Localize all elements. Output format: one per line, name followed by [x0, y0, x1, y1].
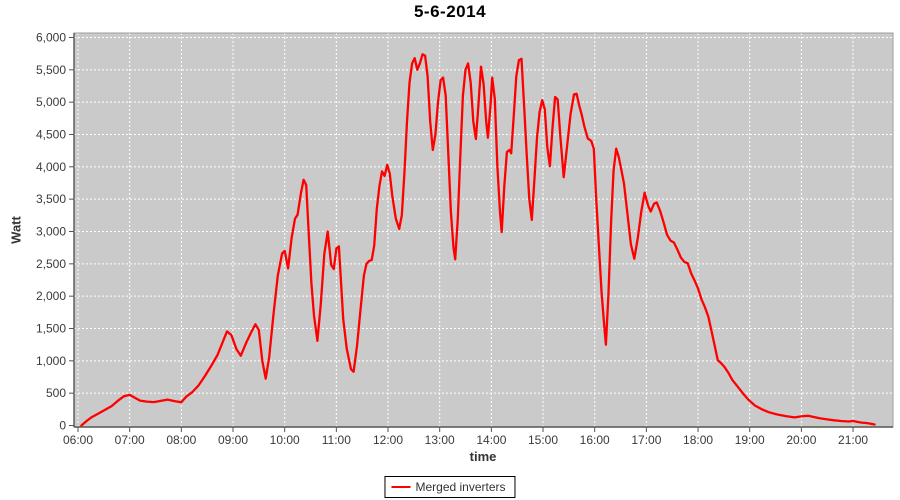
x-tick-label: 19:00 — [735, 433, 765, 447]
y-tick-label: 5,500 — [36, 63, 66, 77]
legend: Merged inverters — [384, 476, 516, 498]
y-tick-label: 1,500 — [36, 322, 66, 336]
x-tick-label: 08:00 — [166, 433, 196, 447]
legend-line-swatch — [391, 486, 411, 488]
x-tick-label: 21:00 — [838, 433, 868, 447]
y-tick-label: 4,500 — [36, 128, 66, 142]
x-tick-label: 09:00 — [218, 433, 248, 447]
x-tick-label: 16:00 — [580, 433, 610, 447]
x-tick-label: 11:00 — [322, 433, 351, 447]
x-tick-label: 14:00 — [476, 433, 506, 447]
x-tick-label: 15:00 — [528, 433, 558, 447]
y-tick-label: 4,000 — [36, 160, 66, 174]
legend-series-label: Merged inverters — [415, 480, 506, 494]
x-tick-label: 20:00 — [786, 433, 816, 447]
y-tick-label: 3,000 — [36, 225, 66, 239]
y-tick-label: 6,000 — [36, 31, 66, 45]
x-tick-label: 06:00 — [63, 433, 93, 447]
chart-title: 5-6-2014 — [413, 2, 487, 21]
x-axis-title: time — [469, 449, 497, 464]
y-tick-label: 3,500 — [36, 192, 66, 206]
series-line-merged-inverters — [80, 53, 876, 427]
y-tick-label: 0 — [59, 419, 66, 433]
y-tick-label: 2,000 — [36, 289, 66, 303]
y-tick-label: 5,000 — [36, 95, 66, 109]
x-tick-label: 13:00 — [425, 433, 455, 447]
y-tick-label: 2,500 — [36, 257, 66, 271]
x-tick-label: 10:00 — [270, 433, 300, 447]
y-tick-label: 500 — [46, 386, 66, 400]
y-tick-label: 1,000 — [36, 354, 66, 368]
x-tick-label: 17:00 — [631, 433, 661, 447]
x-tick-label: 18:00 — [683, 433, 713, 447]
x-tick-label: 07:00 — [115, 433, 145, 447]
x-tick-label: 12:00 — [373, 433, 403, 447]
